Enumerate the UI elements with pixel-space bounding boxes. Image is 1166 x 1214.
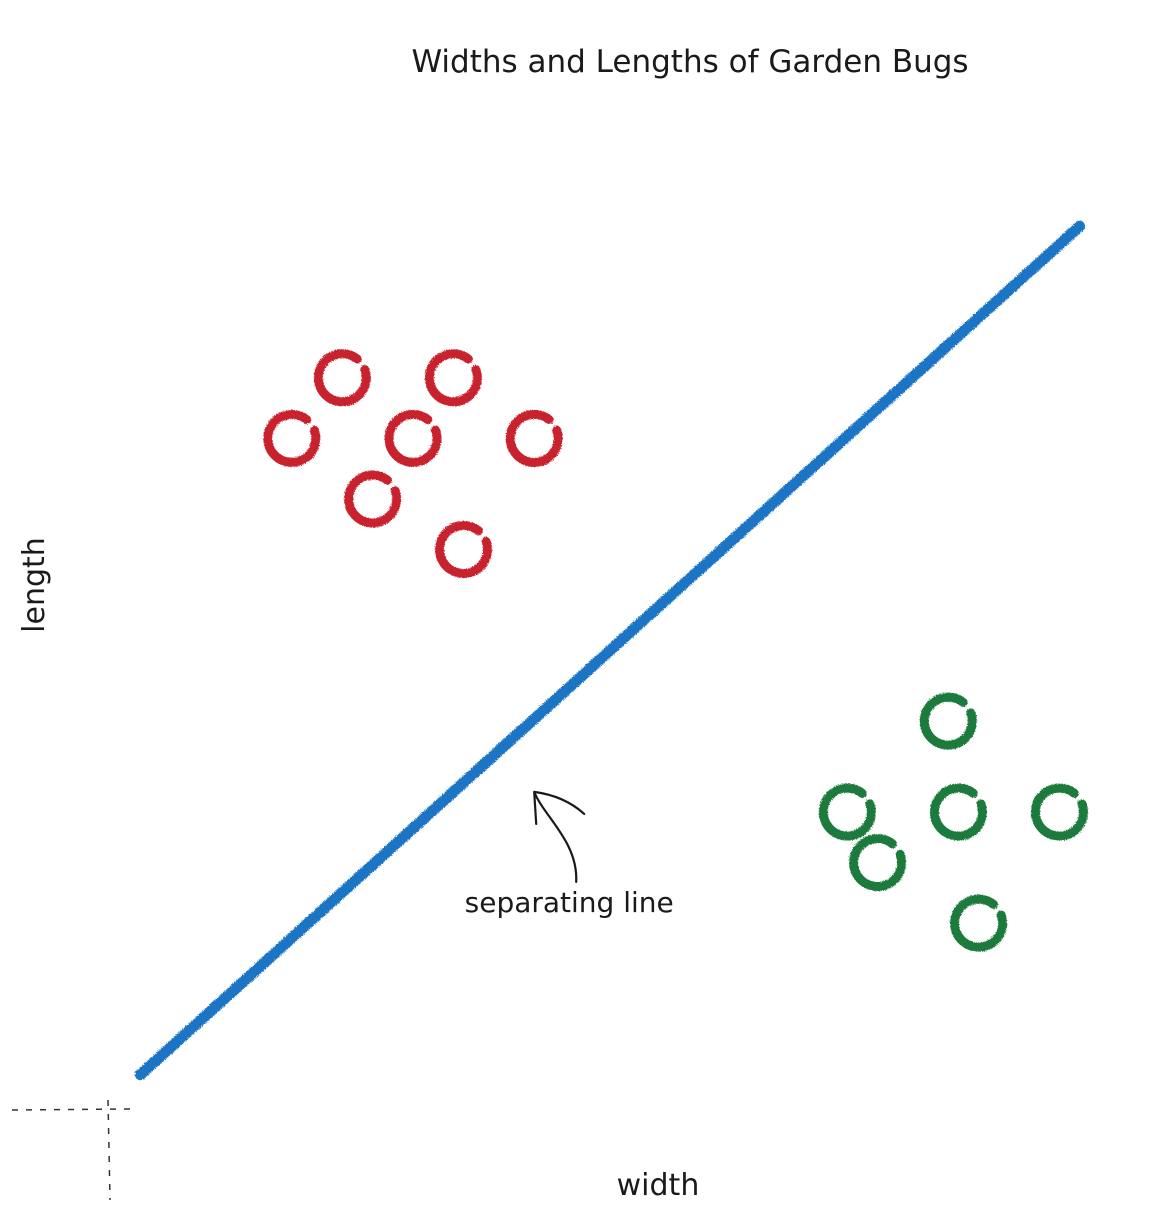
series-2-point-2 <box>818 783 876 841</box>
series-1-point-3 <box>384 409 442 467</box>
series-1-point-5 <box>505 409 563 467</box>
series-1-point-2 <box>424 349 482 407</box>
series-1-point-1 <box>313 349 371 407</box>
series-1-point-4 <box>263 409 321 467</box>
x-axis-extension <box>11 1108 131 1111</box>
annotation-label: separating line <box>465 886 674 919</box>
series-2-point-5 <box>849 834 907 892</box>
data-points <box>263 349 1088 952</box>
chart-title: Widths and Lengths of Garden Bugs <box>411 44 968 80</box>
separating-line <box>134 220 1086 1081</box>
series-1-point-6 <box>344 470 402 528</box>
series-1-point-7 <box>435 521 492 578</box>
series-2-point-3 <box>929 783 987 841</box>
y-axis-extension <box>107 1099 111 1201</box>
series-2-point-4 <box>1030 783 1088 841</box>
annotation-arrow <box>533 790 586 883</box>
series-2-point-6 <box>950 894 1008 952</box>
x-axis-label: width <box>617 1168 700 1203</box>
series-2-point-1 <box>919 692 977 750</box>
y-axis-label: length <box>17 537 52 633</box>
